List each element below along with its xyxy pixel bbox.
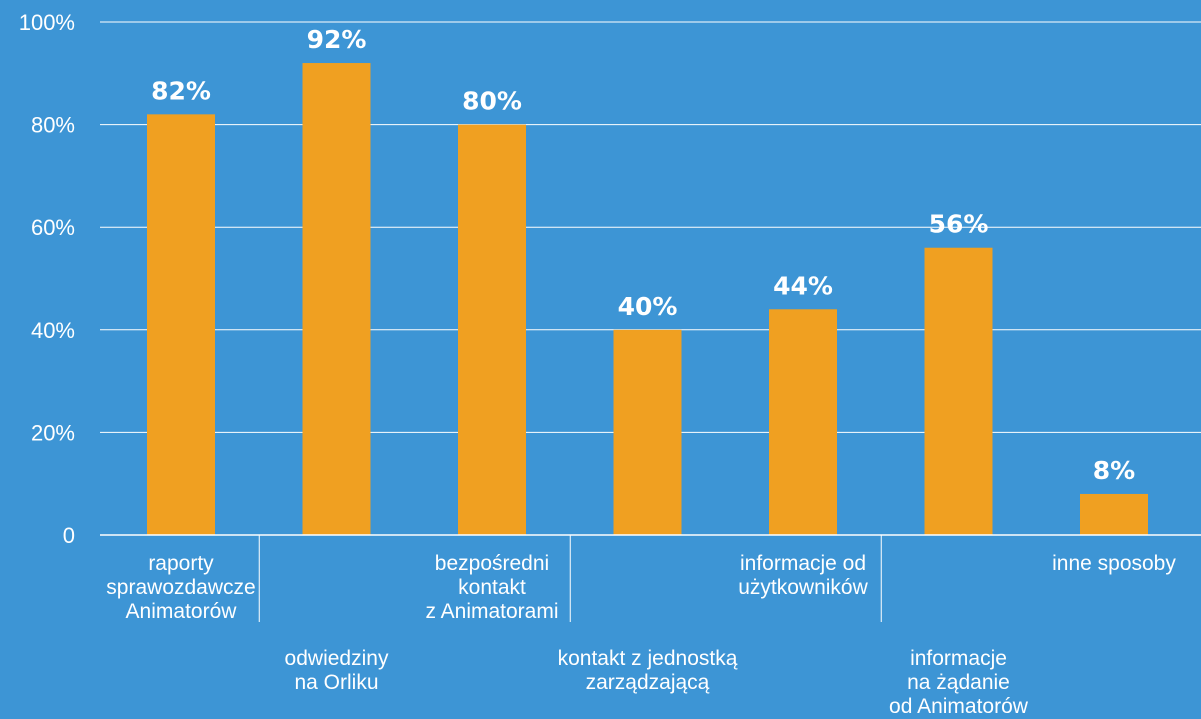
bar — [924, 247, 993, 535]
bar — [302, 63, 371, 535]
gridlines — [100, 21, 1201, 433]
category-label: informacje — [910, 647, 1007, 670]
category-label: na żądanie — [907, 671, 1010, 694]
category-label: zarządzającą — [586, 671, 710, 694]
y-tick-label: 100% — [19, 10, 75, 35]
data-label: 44% — [773, 271, 833, 300]
x-axis — [100, 534, 1201, 622]
y-tick-label: 40% — [31, 318, 75, 343]
data-label: 40% — [618, 292, 678, 321]
bar — [1080, 493, 1148, 535]
category-label: na Orliku — [294, 671, 378, 694]
y-tick-label: 80% — [31, 113, 75, 138]
category-label: inne sposoby — [1052, 552, 1176, 575]
category-label: sprawozdawcze — [106, 576, 255, 599]
category-label: od Animatorów — [889, 695, 1029, 718]
y-tick-label: 60% — [31, 215, 75, 240]
y-tick-label: 20% — [31, 420, 75, 445]
bar — [147, 114, 215, 535]
data-label: 80% — [462, 87, 522, 116]
category-label: użytkowników — [738, 576, 868, 599]
category-label: bezpośredni — [435, 552, 549, 575]
category-label: odwiedziny — [285, 647, 389, 670]
data-label: 82% — [151, 76, 211, 105]
data-label: 92% — [307, 25, 367, 54]
category-label: kontakt z jednostką — [558, 647, 738, 670]
category-label: informacje od — [740, 552, 866, 575]
y-axis-tick-labels: 0 20% 40% 60% 80% 100% — [19, 10, 75, 548]
category-label: z Animatorami — [425, 600, 558, 623]
bars — [147, 63, 1148, 535]
category-label: raporty — [148, 552, 214, 575]
bar — [613, 329, 682, 535]
bar — [458, 124, 526, 535]
bar — [769, 309, 837, 535]
y-tick-label: 0 — [63, 523, 75, 548]
data-label: 56% — [929, 210, 989, 239]
category-label: Animatorów — [126, 600, 238, 623]
data-labels: 82% 92% 80% 40% 44% 56% 8% — [151, 25, 1135, 485]
category-label: kontakt — [458, 576, 526, 599]
data-label: 8% — [1093, 456, 1135, 485]
